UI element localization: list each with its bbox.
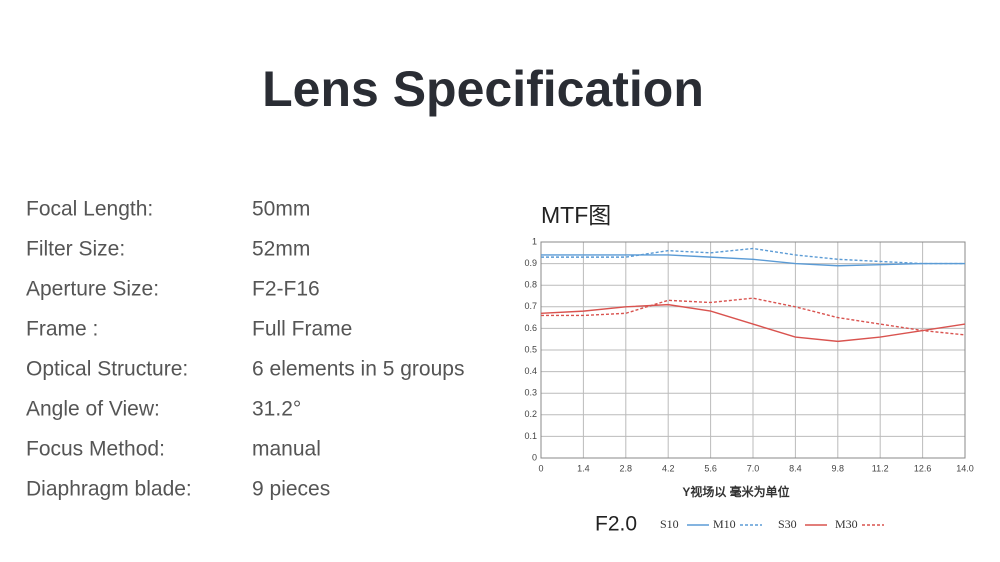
y-tick-label: 0.5 <box>524 344 537 354</box>
legend-title: F2.0 <box>595 513 637 536</box>
spec-label: Focus Method: <box>26 438 165 461</box>
series-line <box>541 247 965 265</box>
page-title: Lens Specification <box>262 61 704 117</box>
y-tick-label: 0.8 <box>524 280 537 290</box>
spec-label: Filter Size: <box>26 238 125 261</box>
spec-value: 6 elements in 5 groups <box>252 358 464 381</box>
x-tick-label: 4.2 <box>662 463 675 473</box>
x-tick-label: 9.8 <box>832 463 845 473</box>
chart-title: MTF图 <box>541 202 611 228</box>
legend-label: S10 <box>660 517 679 531</box>
x-tick-label: 12.6 <box>914 463 932 473</box>
spec-label: Diaphragm blade: <box>26 478 192 501</box>
x-tick-label: 14.0 <box>956 463 974 473</box>
spec-value: 31.2° <box>252 398 301 421</box>
series-line <box>541 254 965 267</box>
y-tick-label: 0.2 <box>524 409 537 419</box>
y-tick-label: 0 <box>532 452 537 462</box>
spec-label: Aperture Size: <box>26 278 159 301</box>
x-tick-label: 2.8 <box>620 463 633 473</box>
spec-value: 9 pieces <box>252 478 330 501</box>
spec-label: Optical Structure: <box>26 358 188 381</box>
y-tick-label: 0.4 <box>524 366 537 376</box>
legend-label: S30 <box>778 517 797 531</box>
legend-label: M30 <box>835 517 858 531</box>
spec-label: Focal Length: <box>26 198 153 221</box>
y-tick-label: 0.3 <box>524 388 537 398</box>
spec-table: Focal Length: 50mm Filter Size: 52mm Apertur… <box>26 198 464 501</box>
spec-value: Full Frame <box>252 318 352 341</box>
x-tick-label: 1.4 <box>577 463 590 473</box>
y-tick-label: 0.9 <box>524 258 537 268</box>
spec-value: F2-F16 <box>252 278 320 301</box>
spec-value: manual <box>252 438 321 461</box>
legend-label: M10 <box>713 517 736 531</box>
y-tick-label: 0.1 <box>524 431 537 441</box>
series-line <box>540 303 966 343</box>
x-tick-label: 0 <box>538 463 543 473</box>
x-tick-label: 7.0 <box>747 463 760 473</box>
x-axis-label: Y视场以 毫米为单位 <box>682 484 789 499</box>
y-tick-label: 0.7 <box>524 301 537 311</box>
x-tick-label: 5.6 <box>704 463 717 473</box>
y-tick-label: 0.6 <box>524 323 537 333</box>
spec-value: 50mm <box>252 198 310 221</box>
series-line <box>541 297 966 336</box>
plot-frame <box>540 241 966 459</box>
spec-value: 52mm <box>252 238 310 261</box>
spec-label: Angle of View: <box>26 398 160 421</box>
x-tick-label: 11.2 <box>872 463 889 473</box>
x-tick-label: 8.4 <box>789 463 802 473</box>
y-tick-label: 1 <box>532 236 537 246</box>
spec-label: Frame : <box>26 318 98 341</box>
